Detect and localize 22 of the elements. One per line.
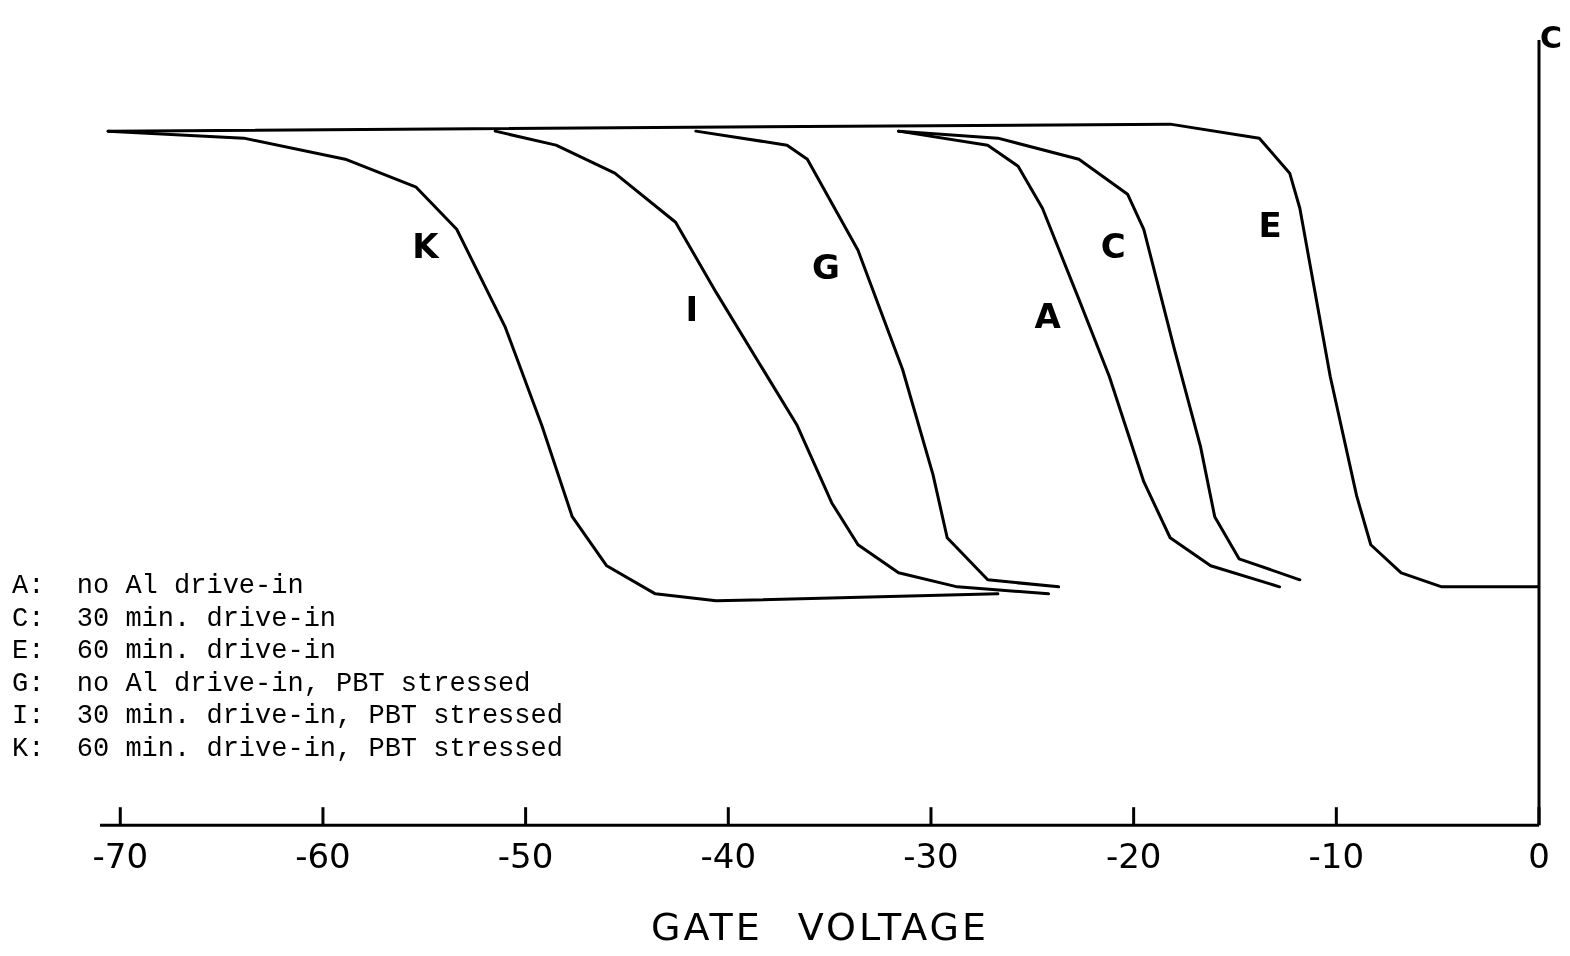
annotation: K: 60 min. drive-in, PBT stressed xyxy=(12,733,563,764)
annotation: I: 30 min. drive-in, PBT stressed xyxy=(12,701,563,731)
annotation: C: 30 min. drive-in xyxy=(12,603,337,634)
x-axis-title: GATE VOLTAGE xyxy=(650,905,990,949)
series-label: E xyxy=(1258,205,1282,246)
series-label: K xyxy=(412,226,441,267)
x-tick-label: -10 xyxy=(1308,836,1365,877)
x-tick-label: -30 xyxy=(903,836,959,877)
x-tick-label: -40 xyxy=(700,836,757,877)
annotation: E: 60 min. drive-in xyxy=(12,636,337,666)
series-label: I xyxy=(685,289,699,330)
annotation: A: no Al drive-in xyxy=(12,571,304,601)
x-tick-label: -70 xyxy=(92,836,149,877)
x-tick-label: 0 xyxy=(1528,836,1550,877)
series-label: G xyxy=(812,247,841,288)
x-tick-label: -20 xyxy=(1105,836,1162,877)
x-tick-label: -50 xyxy=(497,836,554,877)
x-tick-label: -60 xyxy=(295,836,351,877)
series-label: A xyxy=(1034,296,1062,337)
y-axis-title: C xyxy=(1540,20,1563,55)
annotation: G: no Al drive-in, PBT stressed xyxy=(12,668,531,699)
series-label: C xyxy=(1100,226,1126,267)
